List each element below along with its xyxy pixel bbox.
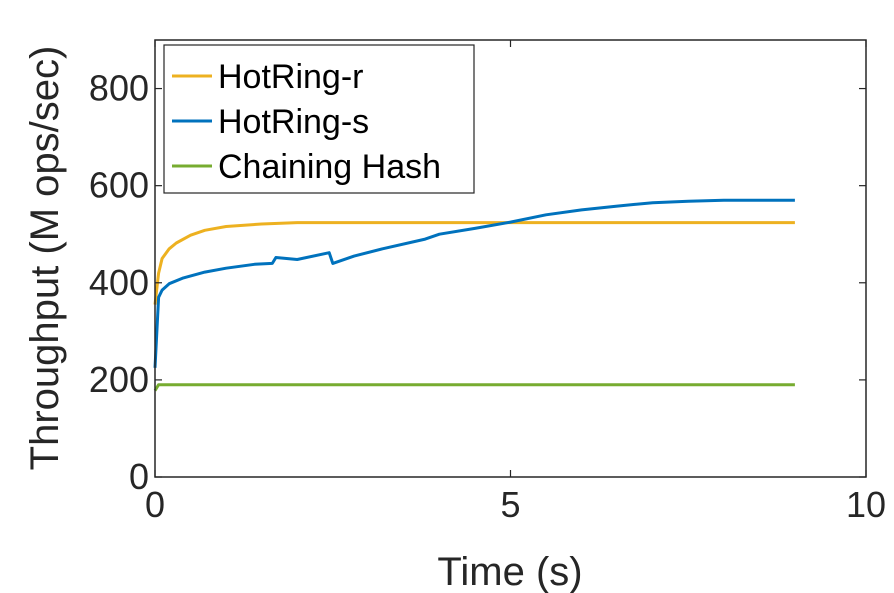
legend-label: Chaining Hash xyxy=(218,148,441,186)
x-tick-label: 0 xyxy=(145,484,165,525)
series-line-hotring-s xyxy=(153,198,795,368)
legend-box xyxy=(163,44,475,194)
y-tick-label: 400 xyxy=(89,262,149,303)
series-line-hotring-r xyxy=(153,221,795,305)
y-tick-label: 0 xyxy=(129,456,149,497)
legend-label: HotRing-r xyxy=(218,58,363,96)
x-tick-label: 5 xyxy=(500,484,520,525)
y-tick-label: 800 xyxy=(89,68,149,109)
y-tick-label: 600 xyxy=(89,165,149,206)
tick-layer: 0 5 10 0 200 400 600 800 xyxy=(89,40,886,525)
legend-label: HotRing-s xyxy=(218,103,369,141)
x-axis-title: Time (s) xyxy=(437,550,582,593)
series-layer xyxy=(153,198,795,392)
x-tick-label: 10 xyxy=(846,484,886,525)
y-axis-title: Throughput (M ops/sec) xyxy=(23,46,67,471)
series-line-chaining-hash xyxy=(153,383,795,392)
legend: HotRing-r HotRing-s Chaining Hash xyxy=(163,44,475,194)
y-tick-label: 200 xyxy=(89,359,149,400)
